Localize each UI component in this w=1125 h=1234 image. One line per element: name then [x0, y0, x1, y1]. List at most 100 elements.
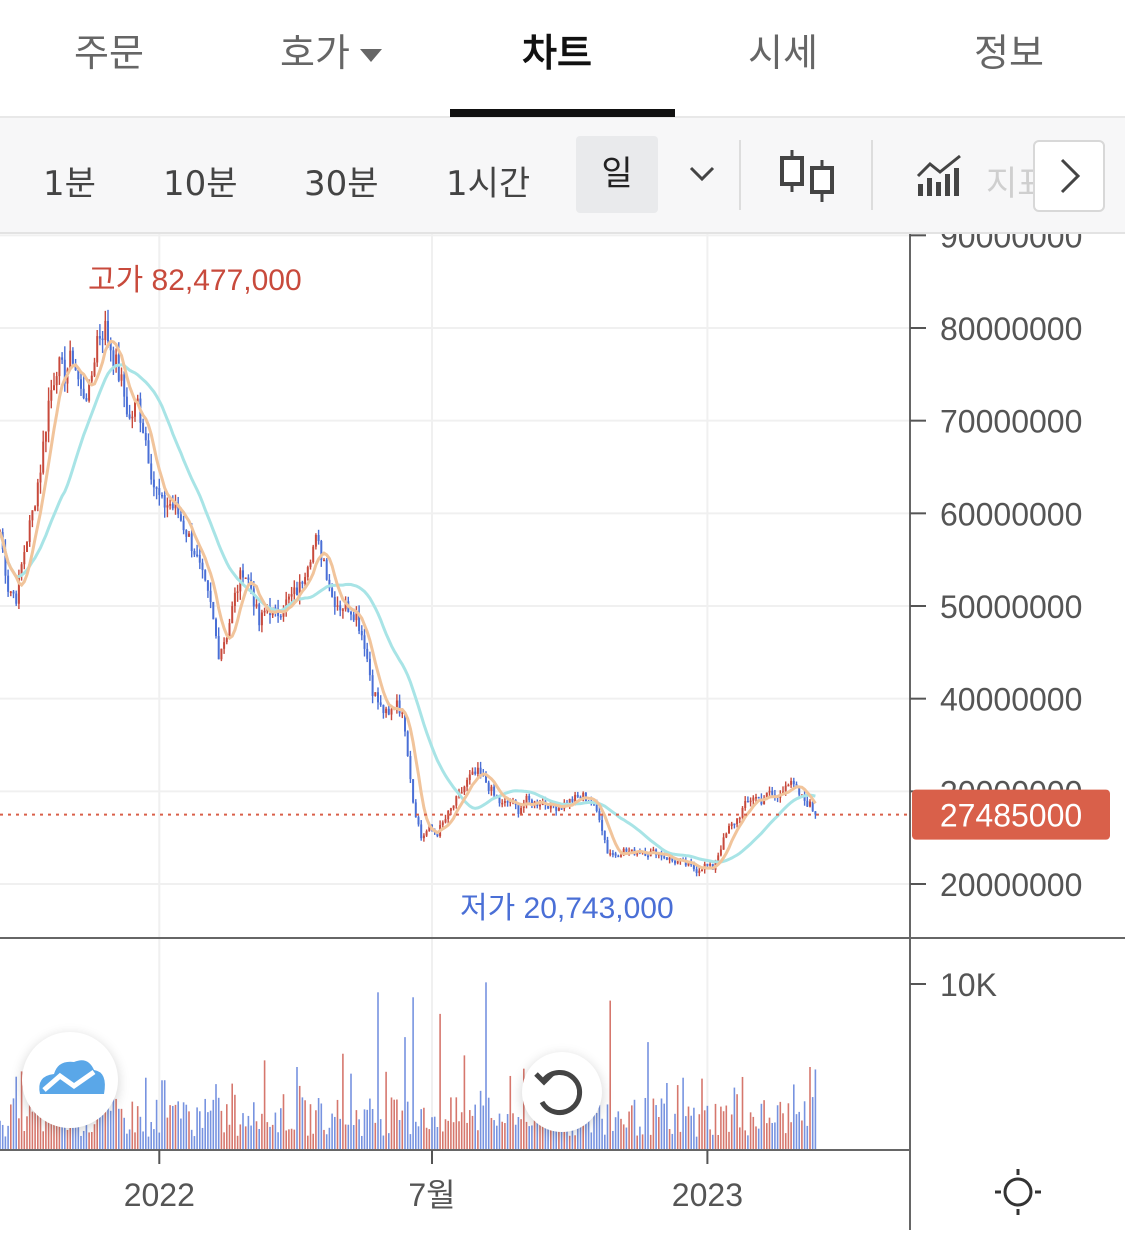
volume-bar	[296, 1067, 298, 1150]
tab-orderbook[interactable]: 호가	[280, 22, 382, 77]
volume-bar	[776, 1105, 779, 1150]
volume-bar	[749, 1112, 752, 1150]
volume-bar	[239, 1124, 242, 1150]
candle-body	[233, 592, 236, 607]
volume-bar	[679, 1131, 682, 1150]
candle-body	[814, 811, 817, 815]
volume-bar	[266, 1122, 269, 1150]
candle-body	[366, 648, 369, 659]
volume-bar	[4, 1136, 7, 1150]
candle-body	[263, 610, 266, 613]
candle-body	[606, 839, 609, 854]
volume-bar	[250, 1125, 252, 1150]
price-chart[interactable]: 2000000030000000400000005000000060000000…	[0, 218, 1125, 1230]
volume-bar	[215, 1084, 217, 1150]
candle-body	[7, 575, 10, 592]
volume-bar	[547, 1121, 549, 1150]
interval-day-button[interactable]: 일	[576, 136, 658, 213]
chevron-right-icon	[1060, 158, 1081, 194]
volume-bar	[452, 1122, 455, 1150]
volume-bar	[55, 1122, 58, 1150]
candle-body	[358, 613, 361, 631]
candle-body	[344, 601, 347, 610]
volume-bar	[455, 1097, 458, 1150]
candle-body	[23, 552, 26, 565]
interval-1hour-button[interactable]: 1시간	[446, 164, 531, 204]
volume-bar	[676, 1085, 679, 1150]
volume-bar	[328, 1127, 331, 1150]
volume-bar	[609, 1000, 611, 1150]
chevron-down-icon[interactable]	[688, 164, 716, 184]
volume-bar	[10, 1104, 12, 1150]
candle-body	[738, 817, 741, 820]
volume-bar	[247, 1115, 250, 1150]
volume-bar	[96, 1107, 98, 1150]
interval-1min-button[interactable]: 1분	[43, 164, 96, 204]
volume-bar	[120, 1108, 123, 1150]
volume-bar	[64, 1117, 66, 1150]
volume-bar	[53, 1120, 55, 1150]
candle-body	[746, 800, 749, 803]
volume-bar	[47, 1100, 50, 1150]
volume-bar	[730, 1114, 733, 1150]
volume-bar	[39, 1105, 42, 1150]
candle-body	[198, 554, 201, 563]
toolbar-next-button[interactable]	[1033, 140, 1105, 212]
tab-order[interactable]: 주문	[74, 31, 144, 75]
volume-bar	[509, 1075, 512, 1150]
candle-body	[279, 615, 282, 618]
candle-body	[55, 376, 58, 386]
low-price-label: 저가 20,743,000	[460, 892, 674, 925]
volume-bar	[585, 1099, 587, 1150]
candle-body	[287, 596, 290, 600]
candlestick-icon[interactable]	[778, 148, 838, 204]
sun-icon[interactable]	[994, 1168, 1042, 1216]
volume-bar	[803, 1101, 806, 1150]
volume-bar	[714, 1103, 717, 1150]
toolbar-divider	[871, 140, 873, 210]
candle-body	[355, 613, 358, 621]
candle-body	[744, 800, 747, 808]
candle-body	[382, 704, 385, 714]
volume-bar	[293, 1129, 296, 1150]
volume-bar	[58, 1116, 61, 1150]
candle-body	[4, 549, 7, 576]
volume-bar	[644, 1097, 647, 1150]
tab-chart[interactable]: 차트	[522, 31, 592, 75]
volume-bar	[695, 1136, 698, 1150]
volume-bar	[741, 1076, 744, 1150]
tab-quotes[interactable]: 시세	[748, 31, 818, 75]
volume-bar	[622, 1124, 625, 1150]
volume-bar	[658, 1116, 660, 1150]
volume-bar	[568, 1135, 571, 1150]
candle-body	[595, 803, 598, 812]
candle-body	[455, 796, 458, 806]
candle-body	[20, 564, 23, 575]
candle-body	[476, 767, 479, 774]
tab-info[interactable]: 정보	[974, 31, 1044, 75]
volume-bar	[666, 1083, 668, 1150]
candle-body	[771, 790, 774, 795]
volume-bar	[587, 1112, 590, 1150]
volume-bar	[498, 1113, 501, 1150]
candle-body	[730, 823, 733, 826]
indicator-fab-button[interactable]	[22, 1032, 118, 1128]
candle-body	[630, 849, 633, 852]
volume-bar	[371, 1108, 374, 1150]
volume-bar	[477, 1130, 479, 1150]
interval-30min-button[interactable]: 30분	[304, 164, 379, 204]
candle-body	[503, 801, 506, 803]
candle-body	[298, 581, 301, 596]
volume-bar	[93, 1124, 96, 1150]
reset-chart-button[interactable]	[522, 1052, 602, 1132]
indicator-chart-icon[interactable]	[916, 152, 966, 198]
candle-body	[560, 808, 563, 810]
volume-bar	[50, 1099, 53, 1150]
volume-bar	[412, 997, 414, 1150]
volume-bar	[755, 1126, 757, 1150]
candle-body	[360, 630, 363, 636]
candle-body	[152, 479, 155, 488]
chart-container[interactable]: 2000000030000000400000005000000060000000…	[0, 218, 1125, 1230]
candle-body	[255, 604, 258, 607]
interval-10min-button[interactable]: 10분	[163, 164, 238, 204]
